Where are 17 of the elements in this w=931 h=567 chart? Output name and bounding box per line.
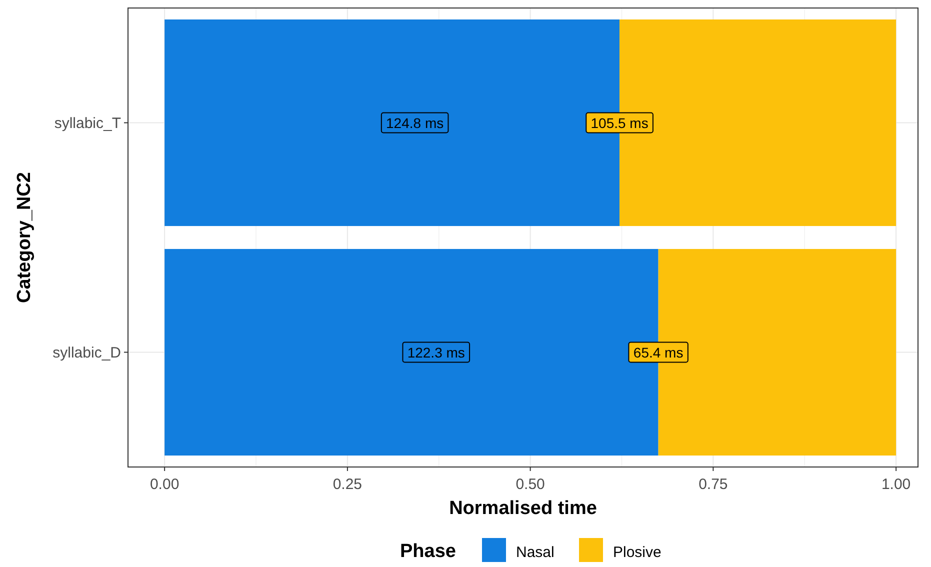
y-tick-label: syllabic_T [54,114,121,132]
legend-label: Nasal [516,544,554,561]
x-tick-label: 1.00 [881,476,911,493]
annotation: 105.5 ms [590,114,648,131]
annotation: 124.8 ms [386,114,444,131]
y-axis-title: Category_NC2 [14,172,35,303]
legend-title: Phase [400,541,456,562]
legend-label: Plosive [613,544,662,561]
x-tick-label: 0.00 [150,476,180,493]
y-tick-label: syllabic_D [52,344,122,362]
x-tick-label: 0.25 [332,476,362,493]
x-tick-label: 0.75 [698,476,728,493]
bar [164,248,658,456]
x-axis-title: Normalised time [449,498,597,519]
x-tick-label: 0.50 [516,476,545,493]
annotation: 65.4 ms [633,344,684,360]
annotation: 122.3 ms [407,344,465,360]
